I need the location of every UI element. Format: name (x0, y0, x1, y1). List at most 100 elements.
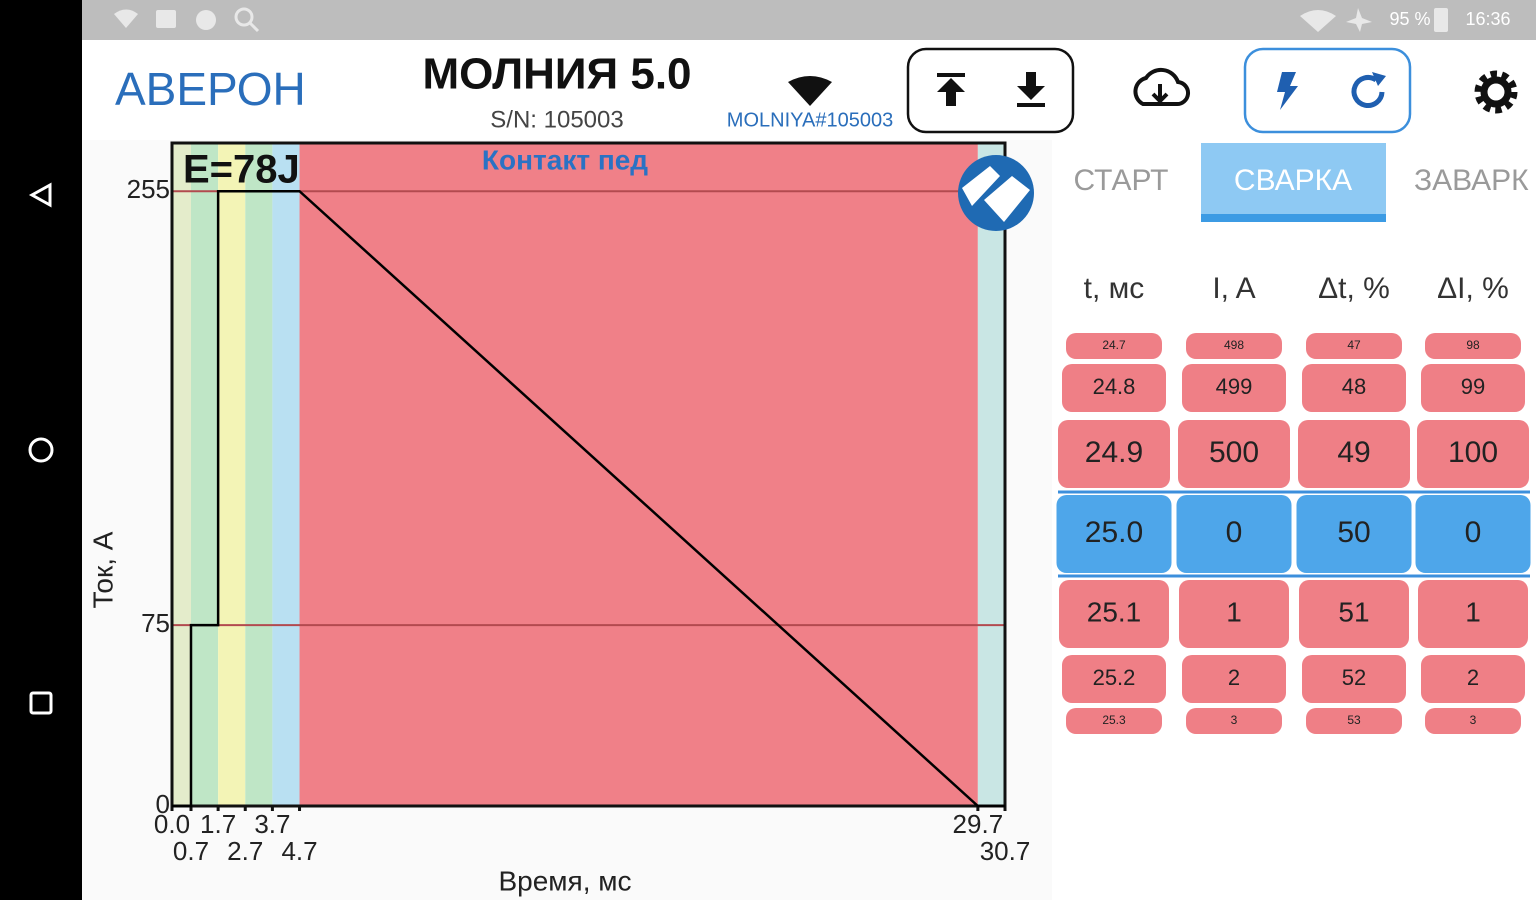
picker-cell[interactable] (1425, 708, 1521, 734)
picker-cell[interactable] (1421, 655, 1525, 703)
picker-value: 3 (1470, 713, 1477, 727)
picker-cell[interactable] (1299, 580, 1409, 648)
phase-band (272, 143, 300, 806)
picker-value: 47 (1347, 338, 1361, 352)
active-tab-indicator (1201, 214, 1386, 222)
picker-cell[interactable] (1186, 708, 1282, 734)
current-line (172, 189, 1005, 808)
picker-cell[interactable] (1176, 495, 1292, 573)
picker-value: 51 (1338, 596, 1369, 627)
y-axis-title: Ток, А (87, 531, 118, 608)
energy-annotation: E=78J (183, 148, 300, 192)
weld-button[interactable] (1277, 72, 1298, 110)
picker-cell[interactable] (1179, 580, 1289, 648)
brand: АВЕРОН (115, 63, 306, 115)
picker-cell[interactable] (1302, 655, 1406, 703)
chart-subtitle: Контакт пед (482, 144, 648, 175)
status-bar (82, 0, 1536, 40)
picker-value: 100 (1448, 436, 1498, 469)
picker-value: 53 (1347, 713, 1361, 727)
network-name: MOLNIYA#105003 (727, 109, 893, 131)
phase-band (299, 143, 978, 806)
x-tick-label: 30.7 (980, 836, 1031, 866)
y-tick-label: 255 (127, 174, 170, 204)
side-content: СТАРТ СВАРКА ЗАВАРК t, мс I, A Δt, % ΔI, % 24.7… (1056, 143, 1531, 734)
serial-number: S/N: 105003 (490, 106, 623, 133)
tab[interactable]: СТАРТ (1074, 164, 1169, 197)
picker-cell[interactable] (1418, 580, 1528, 648)
picker-cell[interactable] (1298, 420, 1410, 488)
transfer-buttons (906, 47, 1075, 134)
chart: 0 75 255 0.00.71.72.73.74.7 29.730.7 (127, 141, 1031, 866)
phase-band (190, 143, 219, 806)
picker-value: 52 (1342, 665, 1366, 690)
back-button[interactable] (28, 182, 52, 208)
status-icons (114, 7, 1448, 33)
picker-cell[interactable] (1182, 655, 1286, 703)
wifi-icon (788, 76, 832, 106)
active-tab-bg (1201, 143, 1386, 217)
logo (958, 155, 1034, 231)
picker-value: 0 (1465, 516, 1482, 549)
home-button[interactable] (28, 437, 54, 463)
picker-value: 25.1 (1087, 596, 1142, 627)
picker-cell[interactable] (1421, 364, 1525, 412)
column-header: t, мс (1084, 272, 1145, 305)
refresh-button[interactable] (1351, 75, 1385, 108)
picker-cell[interactable] (1415, 495, 1531, 573)
picker-value: 2 (1228, 665, 1240, 690)
phase-band (172, 143, 191, 806)
picker-value: 24.9 (1085, 436, 1143, 469)
phase-band (977, 143, 1005, 806)
action-buttons (1243, 47, 1412, 134)
picker-cell[interactable] (1296, 495, 1412, 573)
x-tick-label: 29.7 (953, 809, 1004, 839)
plot-frame (170, 141, 1007, 808)
x-tick-label: 3.7 (254, 809, 290, 839)
picker-cell[interactable] (1186, 333, 1282, 359)
picker-value: 2 (1467, 665, 1479, 690)
picker-value: 1 (1465, 596, 1481, 627)
picker-value: 498 (1224, 338, 1244, 352)
picker-cell[interactable] (1417, 420, 1529, 488)
picker-cell[interactable] (1066, 708, 1162, 734)
settings-button[interactable] (1474, 70, 1518, 114)
picker-cell[interactable] (1306, 708, 1402, 734)
y-tick-label: 75 (141, 608, 170, 638)
cloud-button[interactable] (1133, 67, 1191, 107)
picker-value: 0 (1226, 516, 1243, 549)
picker-value: 99 (1461, 374, 1485, 399)
recents-button[interactable] (29, 691, 53, 715)
nav-bar (0, 0, 82, 900)
picker-cell[interactable] (1178, 420, 1290, 488)
picker-cell[interactable] (1062, 655, 1166, 703)
picker-value: 49 (1337, 436, 1370, 469)
picker-value: 499 (1216, 374, 1253, 399)
x-axis-title: Время, мс (498, 865, 631, 896)
picker-value: 500 (1209, 436, 1259, 469)
picker-value: 24.8 (1093, 374, 1136, 399)
tab[interactable]: СВАРКА (1234, 164, 1352, 197)
picker-cell[interactable] (1059, 580, 1169, 648)
picker-cell[interactable] (1056, 495, 1172, 573)
x-tick-label: 4.7 (281, 836, 317, 866)
picker-cell[interactable] (1425, 333, 1521, 359)
clock: 16:36 (1465, 9, 1510, 29)
picker-value: 3 (1231, 713, 1238, 727)
download-button[interactable] (1017, 72, 1045, 107)
device-name: МОЛНИЯ 5.0 (422, 50, 691, 99)
x-tick-label: 0.0 (154, 809, 190, 839)
picker-cell[interactable] (1306, 333, 1402, 359)
tab[interactable]: ЗАВАРК (1414, 164, 1529, 197)
picker-cell[interactable] (1062, 364, 1166, 412)
picker-cell[interactable] (1302, 364, 1406, 412)
column-header: I, A (1212, 272, 1255, 305)
picker-cell[interactable] (1058, 420, 1170, 488)
upload-button[interactable] (937, 73, 965, 106)
x-tick-label: 0.7 (173, 836, 209, 866)
picker-cell[interactable] (1066, 333, 1162, 359)
picker-cell[interactable] (1182, 364, 1286, 412)
battery-level: 95 % (1389, 9, 1430, 29)
